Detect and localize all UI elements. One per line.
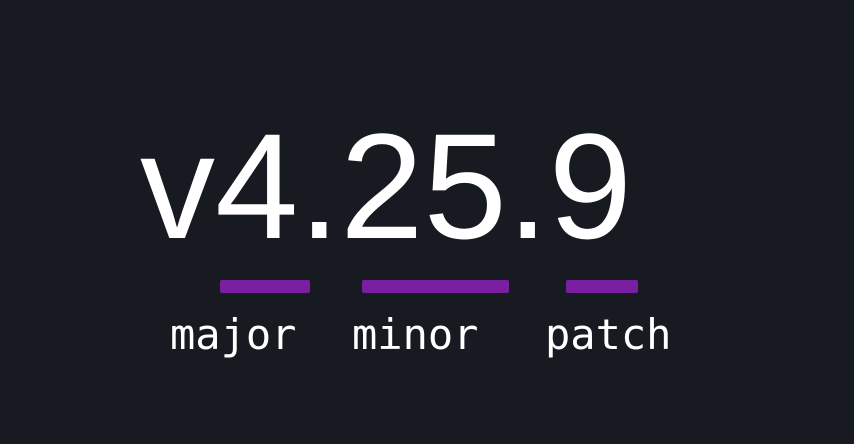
version-number: v4.25.9 bbox=[140, 102, 633, 270]
minor-label: minor bbox=[352, 310, 479, 359]
major-label: major bbox=[170, 310, 297, 359]
patch-label: patch bbox=[545, 310, 672, 359]
major-underline-bar bbox=[220, 280, 310, 293]
patch-underline-bar bbox=[566, 280, 638, 293]
minor-underline-bar bbox=[362, 280, 509, 293]
